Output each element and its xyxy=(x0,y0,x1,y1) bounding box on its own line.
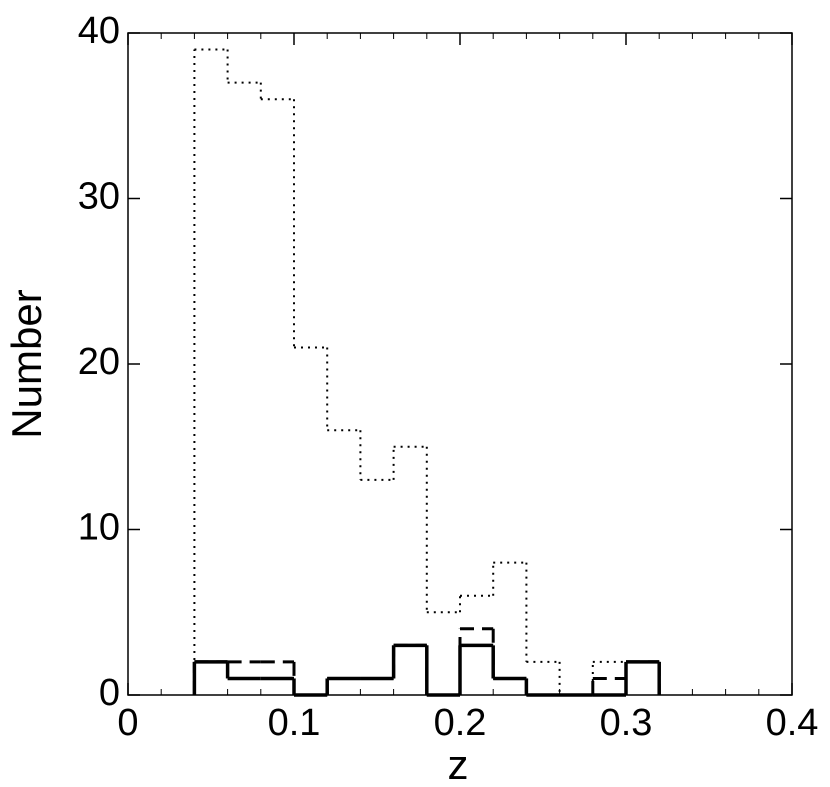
y-tick-label: 40 xyxy=(78,10,120,52)
y-tick-label: 20 xyxy=(78,341,120,383)
x-tick-label: 0 xyxy=(117,702,138,744)
y-tick-label: 0 xyxy=(99,672,120,714)
y-tick-label: 10 xyxy=(78,507,120,549)
x-tick-label: 0.1 xyxy=(268,702,321,744)
y-tick-label: 30 xyxy=(78,176,120,218)
x-axis-label: z xyxy=(448,741,469,787)
x-tick-label: 0.4 xyxy=(766,702,819,744)
y-axis-label: Number xyxy=(3,289,50,438)
x-tick-label: 0.2 xyxy=(434,702,487,744)
x-tick-label: 0.3 xyxy=(600,702,653,744)
